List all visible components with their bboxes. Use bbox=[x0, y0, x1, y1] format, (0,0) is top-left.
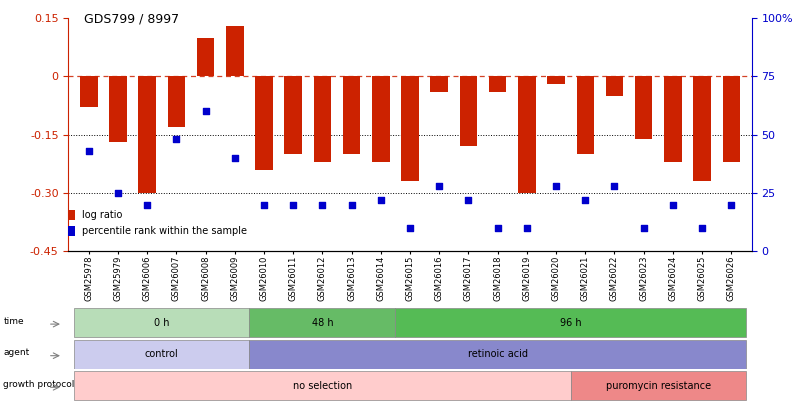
Bar bbox=[488, 77, 506, 92]
Bar bbox=[342, 77, 360, 154]
Point bbox=[491, 224, 503, 231]
Text: retinoic acid: retinoic acid bbox=[467, 349, 527, 359]
Bar bbox=[226, 26, 243, 77]
Bar bbox=[401, 77, 418, 181]
Point bbox=[344, 201, 357, 208]
Bar bbox=[576, 77, 593, 154]
Text: growth protocol: growth protocol bbox=[3, 380, 75, 389]
Bar bbox=[249, 339, 745, 369]
Bar bbox=[68, 210, 75, 220]
Point bbox=[462, 197, 475, 203]
Point bbox=[607, 183, 620, 189]
Bar bbox=[109, 77, 127, 143]
Point bbox=[666, 201, 679, 208]
Bar bbox=[74, 308, 249, 337]
Text: log ratio: log ratio bbox=[82, 210, 122, 220]
Point bbox=[549, 183, 562, 189]
Text: percentile rank within the sample: percentile rank within the sample bbox=[82, 226, 247, 236]
Point bbox=[695, 224, 707, 231]
Text: agent: agent bbox=[3, 348, 30, 357]
Point bbox=[637, 224, 650, 231]
Bar bbox=[722, 77, 739, 162]
Bar bbox=[634, 77, 651, 139]
Bar bbox=[547, 77, 565, 84]
Bar bbox=[313, 77, 331, 162]
Point bbox=[169, 136, 182, 143]
Point bbox=[578, 197, 591, 203]
Text: 96 h: 96 h bbox=[559, 318, 581, 328]
Point bbox=[520, 224, 532, 231]
Bar bbox=[663, 77, 681, 162]
Bar bbox=[372, 77, 389, 162]
Bar bbox=[255, 77, 272, 170]
Bar bbox=[74, 371, 570, 400]
Bar bbox=[197, 38, 214, 77]
Bar bbox=[459, 77, 477, 146]
Bar bbox=[168, 77, 185, 127]
Text: time: time bbox=[3, 317, 24, 326]
Point bbox=[316, 201, 328, 208]
Point bbox=[141, 201, 153, 208]
Text: GDS799 / 8997: GDS799 / 8997 bbox=[84, 12, 179, 25]
Point bbox=[199, 108, 212, 115]
Point bbox=[112, 190, 124, 196]
Bar bbox=[68, 226, 75, 236]
Bar bbox=[430, 77, 447, 92]
Point bbox=[287, 201, 300, 208]
Bar bbox=[74, 339, 249, 369]
Text: control: control bbox=[145, 349, 178, 359]
Bar bbox=[284, 77, 302, 154]
Bar bbox=[249, 308, 395, 337]
Point bbox=[374, 197, 387, 203]
Bar bbox=[605, 77, 622, 96]
Text: 48 h: 48 h bbox=[312, 318, 332, 328]
Point bbox=[228, 155, 241, 161]
Bar bbox=[517, 77, 535, 193]
Point bbox=[432, 183, 445, 189]
Text: no selection: no selection bbox=[292, 381, 352, 391]
Text: 0 h: 0 h bbox=[154, 318, 169, 328]
Point bbox=[257, 201, 270, 208]
Point bbox=[403, 224, 416, 231]
Bar bbox=[692, 77, 710, 181]
Text: puromycin resistance: puromycin resistance bbox=[605, 381, 710, 391]
Bar bbox=[80, 77, 97, 107]
Point bbox=[724, 201, 737, 208]
Bar bbox=[570, 371, 745, 400]
Bar bbox=[138, 77, 156, 193]
Point bbox=[82, 148, 95, 154]
Bar bbox=[395, 308, 745, 337]
